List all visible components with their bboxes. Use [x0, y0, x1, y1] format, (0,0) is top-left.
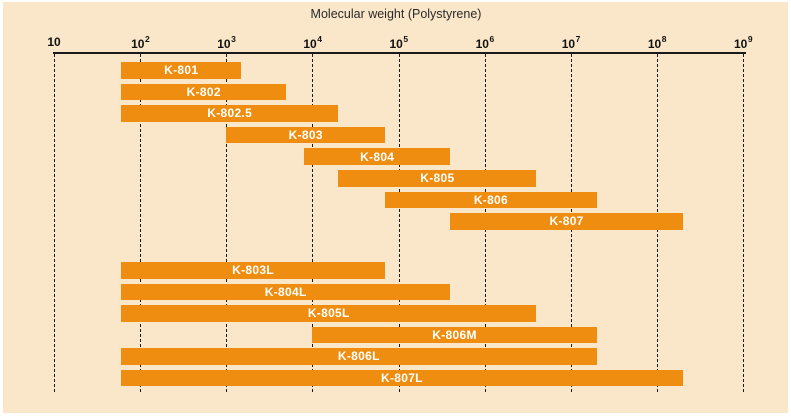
range-bar-k-805l: K-805L [121, 305, 537, 322]
range-bar-k-806m: K-806M [312, 326, 597, 343]
bar-label: K-807 [549, 214, 584, 229]
bar-label: K-804L [264, 284, 307, 299]
range-bar-k-807: K-807 [450, 213, 683, 230]
axis-tick-10e4: 104 [303, 34, 322, 51]
bar-label: K-802 [186, 84, 221, 99]
bar-label: K-805L [307, 306, 350, 321]
range-bar-k-807l: K-807L [121, 369, 683, 386]
range-bar-k-805: K-805 [338, 170, 537, 187]
gridline-10e4 [312, 54, 314, 392]
range-bar-k-801: K-801 [121, 62, 242, 79]
gridline-10e2 [140, 54, 142, 392]
axis-tick-10e7: 107 [561, 34, 581, 51]
range-bar-k-804: K-804 [304, 148, 451, 165]
bar-label: K-807L [380, 370, 423, 385]
gridline-10e9 [743, 54, 744, 392]
gridline-10e3 [226, 54, 228, 392]
chart-title: Molecular weight (Polystyrene) [310, 7, 482, 21]
axis-tick-10e8: 108 [647, 34, 667, 51]
range-bar-k-802: K-802 [121, 83, 287, 101]
gridline-10e5 [398, 54, 400, 392]
axis-tick-10e9: 109 [733, 34, 753, 51]
range-bar-k-804l: K-804L [121, 283, 451, 300]
axis-tick-10e6: 106 [475, 34, 495, 51]
bar-label: K-806M [432, 327, 477, 342]
bar-label: K-806L [337, 349, 380, 364]
bar-label: K-806 [473, 192, 508, 207]
bar-label: K-803 [288, 128, 323, 143]
axis-tick-10e5: 105 [389, 34, 409, 51]
range-bar-k-802.5: K-802.5 [121, 105, 339, 122]
bar-label: K-802.5 [207, 106, 253, 121]
range-bar-k-803: K-803 [226, 126, 386, 144]
bar-label: K-803L [232, 263, 274, 278]
x-axis-line [53, 52, 746, 54]
range-bar-k-803l: K-803L [121, 262, 386, 279]
axis-tick-10e2: 102 [131, 34, 150, 51]
gridline-10e1 [54, 54, 55, 392]
bar-label: K-801 [164, 63, 199, 78]
range-bar-k-806l: K-806L [121, 348, 597, 365]
bar-label: K-804 [360, 149, 395, 164]
range-bar-k-806: K-806 [385, 191, 597, 209]
bar-label: K-805 [420, 171, 455, 186]
axis-tick-10e1: 10 [47, 35, 61, 49]
axis-tick-10e3: 103 [217, 34, 236, 51]
